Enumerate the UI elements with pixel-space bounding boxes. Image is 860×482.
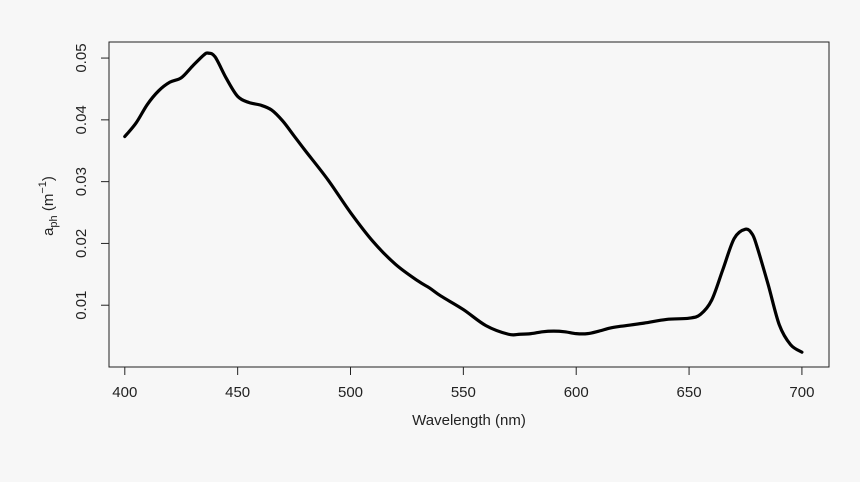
x-tick-label: 500 [338,384,363,401]
x-tick-label: 550 [451,384,476,401]
y-tick-label: 0.02 [73,229,90,258]
y-axis-title-close: ) [40,176,57,181]
x-axis: 400 450 500 550 600 650 700 [112,366,814,401]
x-tick-label: 700 [789,384,814,401]
y-axis-title: aph (m−1) [37,176,60,236]
x-tick-label: 600 [564,384,589,401]
y-axis-title-subscript: ph [48,215,60,227]
x-tick-label: 650 [677,384,702,401]
y-axis: 0.01 0.02 0.03 0.04 0.05 [73,43,110,320]
aph-spectrum-line [123,51,804,354]
y-tick-label: 0.04 [73,105,90,134]
y-tick-label: 0.01 [73,291,90,320]
y-axis-title-unit: (m [40,194,57,216]
x-tick-label: 450 [225,384,250,401]
y-axis-title-base: a [40,227,57,236]
x-tick-label: 400 [112,384,137,401]
y-tick-label: 0.03 [73,167,90,196]
x-axis-title: Wavelength (nm) [412,412,526,429]
plot-frame [108,41,830,368]
y-tick-label: 0.05 [73,43,90,72]
y-axis-title-exponent: −1 [37,181,49,194]
